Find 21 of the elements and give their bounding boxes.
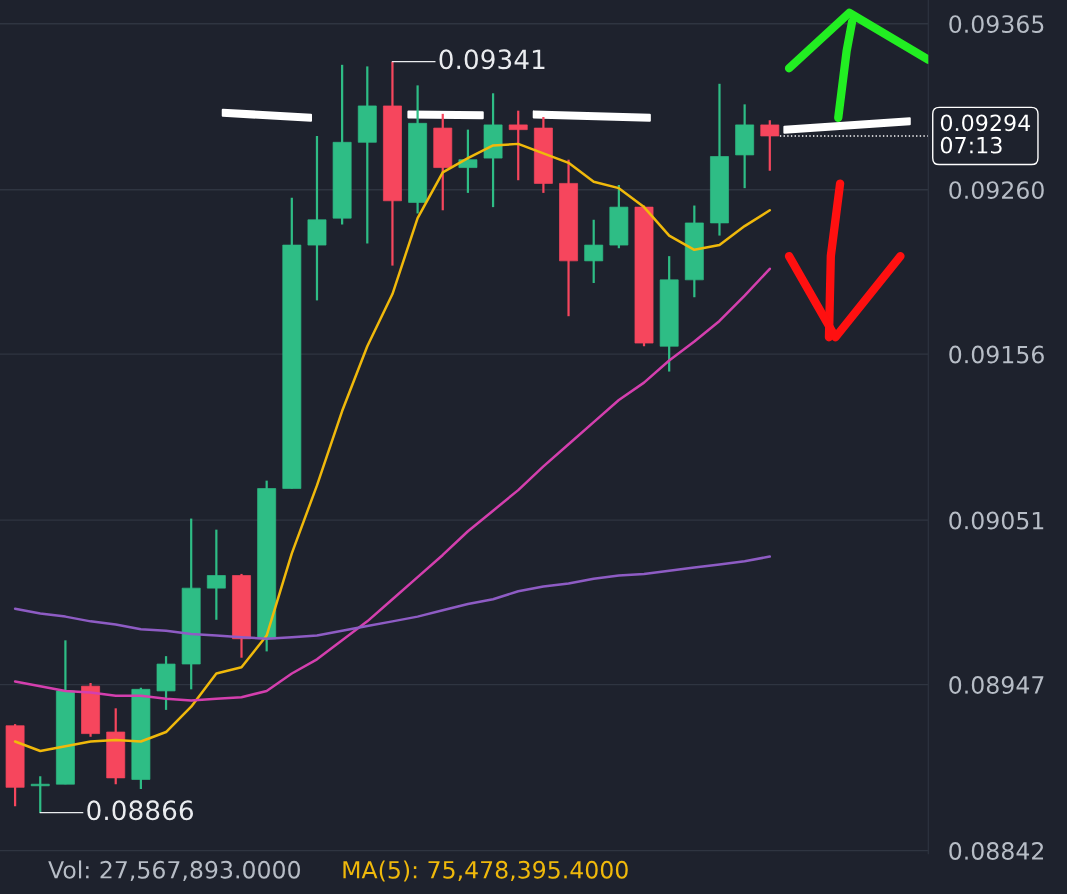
text: Vol: 27,567,893.0000 <box>48 860 301 882</box>
line-series <box>13 142 772 753</box>
y-tick-label: 0.08842 <box>949 842 1044 860</box>
ref-line-label: 0.09294 <box>940 114 1031 132</box>
text: MA(5): 75,478,395.4000 <box>343 860 628 882</box>
y-tick-label: 0.09365 <box>949 15 1044 34</box>
candlestick <box>508 109 528 182</box>
candlestick <box>30 775 50 814</box>
candlestick <box>760 119 780 172</box>
y-tick-label: 0.08947 <box>949 676 1044 694</box>
candlestick <box>458 128 478 194</box>
candlestick <box>206 528 226 621</box>
y-tick-label: 0.09260 <box>949 181 1044 200</box>
annotation: 0.09341 <box>439 49 545 70</box>
text: 07:13 <box>940 136 1002 154</box>
candlestick <box>584 218 604 285</box>
y-tick-label: 0.09156 <box>949 345 1044 364</box>
line-series <box>13 267 772 702</box>
y-tick-label: 0.09051 <box>949 511 1044 530</box>
annotation: 0.08866 <box>87 800 193 821</box>
line-series <box>13 555 772 640</box>
